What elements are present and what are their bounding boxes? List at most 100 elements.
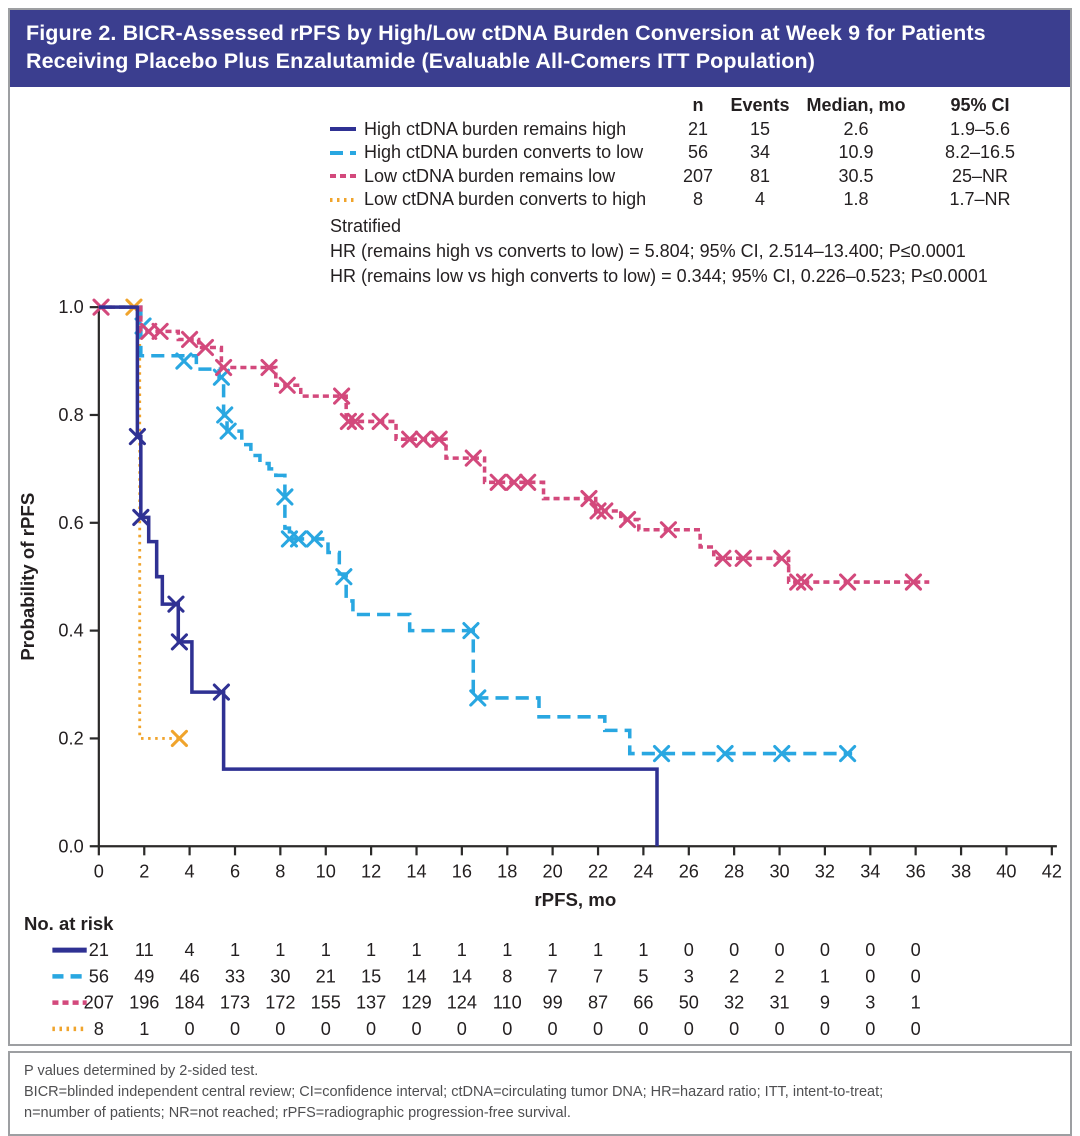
at-risk-count: 32 bbox=[724, 992, 744, 1012]
at-risk-count: 1 bbox=[457, 940, 467, 960]
at-risk-count: 0 bbox=[411, 1019, 421, 1039]
at-risk-count: 0 bbox=[321, 1019, 331, 1039]
line-swatch-converts-to-low bbox=[330, 148, 356, 158]
x-tick-label: 18 bbox=[497, 861, 517, 881]
legend-n: 21 bbox=[687, 118, 709, 139]
at-risk-count: 56 bbox=[89, 966, 109, 986]
stratified-label: Stratified bbox=[330, 216, 402, 237]
legend-header-row: n Events Median, mo 95% CI bbox=[330, 94, 1070, 118]
at-risk-count: 50 bbox=[679, 992, 699, 1012]
legend-median: 10.9 bbox=[838, 142, 874, 162]
at-risk-count: 7 bbox=[548, 966, 558, 986]
at-risk-count: 184 bbox=[174, 992, 204, 1012]
at-risk-count: 0 bbox=[548, 1019, 558, 1039]
y-tick-label: 0.2 bbox=[58, 728, 83, 748]
at-risk-count: 99 bbox=[543, 992, 563, 1012]
at-risk-count: 0 bbox=[820, 1019, 830, 1039]
at-risk-count: 4 bbox=[185, 940, 195, 960]
footnote-box: P values determined by 2-sided test. BIC… bbox=[8, 1050, 1072, 1136]
x-tick-label: 16 bbox=[452, 861, 472, 881]
at-risk-count: 0 bbox=[911, 1019, 921, 1039]
at-risk-count: 11 bbox=[135, 940, 154, 960]
axis-tick-labels: 0.00.20.40.60.81.00 2 4 6 8 10 12 14 16 18 20 22 24 2… bbox=[58, 297, 1062, 881]
at-risk-count: 1 bbox=[911, 992, 921, 1012]
at-risk-count: 30 bbox=[270, 966, 290, 986]
at-risk-count: 0 bbox=[185, 1019, 195, 1039]
y-tick-label: 1.0 bbox=[58, 297, 83, 317]
km-plot-svg: 0.00.20.40.60.81.00 2 4 6 8 10 12 14 16 18 20 22 24 2… bbox=[17, 297, 1062, 910]
at-risk-count: 21 bbox=[316, 966, 336, 986]
at-risk-heading: No. at risk bbox=[24, 912, 114, 934]
line-swatch-remains-low bbox=[330, 171, 356, 181]
at-risk-count: 14 bbox=[452, 966, 472, 986]
at-risk-count: 0 bbox=[457, 1019, 467, 1039]
at-risk-count: 3 bbox=[684, 966, 694, 986]
at-risk-count: 172 bbox=[265, 992, 295, 1012]
legend-row-remains-low: Low ctDNA burden remains low 207 81 30.5… bbox=[330, 164, 1070, 188]
x-tick-label: 6 bbox=[230, 861, 240, 881]
hr-line-2: HR (remains low vs high converts to low)… bbox=[330, 265, 988, 286]
legend-events: 4 bbox=[754, 189, 765, 209]
x-tick-label: 12 bbox=[361, 861, 381, 881]
at-risk-count: 8 bbox=[502, 966, 512, 986]
at-risk-count: 1 bbox=[593, 940, 603, 960]
at-risk-count: 124 bbox=[447, 992, 477, 1012]
at-risk-svg: 21 11 4 1 1 1 1 1 1 1 1 1 1 0 0 0 0 0 056 49 46 33 30 21 15 14 14 8… bbox=[52, 940, 921, 1039]
at-risk-count: 1 bbox=[638, 940, 648, 960]
at-risk-count: 129 bbox=[401, 992, 431, 1012]
at-risk-row-remains-high: 21 11 4 1 1 1 1 1 1 1 1 1 1 0 0 0 0 0 0 bbox=[52, 940, 921, 960]
x-tick-label: 32 bbox=[815, 861, 835, 881]
y-tick-label: 0.6 bbox=[58, 513, 83, 533]
legend-ci: 8.2–16.5 bbox=[944, 142, 1016, 162]
at-risk-count: 66 bbox=[633, 992, 653, 1012]
legend-header-median: Median, mo bbox=[806, 95, 906, 115]
legend-ci: 1.7–NR bbox=[949, 189, 1011, 209]
at-risk-count: 0 bbox=[684, 940, 694, 960]
x-tick-label: 26 bbox=[679, 861, 699, 881]
at-risk-count: 1 bbox=[548, 940, 558, 960]
at-risk-count: 5 bbox=[638, 966, 648, 986]
at-risk-count: 0 bbox=[366, 1019, 376, 1039]
at-risk-count: 1 bbox=[366, 940, 376, 960]
at-risk-count: 1 bbox=[411, 940, 421, 960]
x-tick-label: 30 bbox=[769, 861, 789, 881]
at-risk-count: 87 bbox=[588, 992, 608, 1012]
legend-ci: 1.9–5.6 bbox=[949, 118, 1011, 139]
legend-label: High ctDNA burden remains high bbox=[364, 118, 627, 139]
at-risk-count: 0 bbox=[729, 1019, 739, 1039]
legend-header-ci: 95% CI bbox=[950, 95, 1010, 115]
y-tick-label: 0.0 bbox=[58, 836, 83, 856]
at-risk-count: 0 bbox=[911, 940, 921, 960]
at-risk-count: 1 bbox=[321, 940, 331, 960]
hr-line-1: HR (remains high vs converts to low) = 5… bbox=[330, 241, 966, 262]
at-risk-count: 0 bbox=[638, 1019, 648, 1039]
legend-label: Low ctDNA burden converts to high bbox=[364, 189, 647, 209]
x-tick-label: 28 bbox=[724, 861, 744, 881]
footnote-abbrev-1: BICR=blinded independent central review;… bbox=[24, 1083, 884, 1100]
x-tick-label: 36 bbox=[906, 861, 926, 881]
km-series-converts-to-low bbox=[98, 305, 857, 762]
legend-label: Low ctDNA burden remains low bbox=[364, 165, 616, 186]
at-risk-count: 9 bbox=[820, 992, 830, 1012]
legend-table: n Events Median, mo 95% CI High ctDNA bu… bbox=[330, 94, 1070, 212]
x-tick-label: 38 bbox=[951, 861, 971, 881]
x-tick-label: 0 bbox=[94, 861, 104, 881]
converts-to-high-line-sample bbox=[330, 197, 356, 202]
at-risk-count: 0 bbox=[729, 940, 739, 960]
x-tick-label: 20 bbox=[543, 861, 563, 881]
at-risk-count: 137 bbox=[356, 992, 386, 1012]
x-tick-label: 8 bbox=[275, 861, 285, 881]
footnote-abbrev-2: n=number of patients; NR=not reached; rP… bbox=[24, 1104, 571, 1121]
x-tick-label: 24 bbox=[633, 861, 653, 881]
at-risk-count: 0 bbox=[865, 940, 875, 960]
x-tick-label: 2 bbox=[139, 861, 149, 881]
at-risk-count: 1 bbox=[139, 1019, 149, 1039]
at-risk-row-converts-to-high: 8 1 0 0 0 0 0 0 0 0 0 0 0 0 0 0 0 0 0 bbox=[52, 1019, 921, 1039]
km-series-remains-low bbox=[92, 298, 930, 591]
legend-header-events: Events bbox=[730, 95, 790, 115]
at-risk-count: 46 bbox=[179, 966, 199, 986]
legend-row-converts-to-low: High ctDNA burden converts to low 56 34 … bbox=[330, 141, 1070, 165]
figure-main-box: Figure 2. BICR-Assessed rPFS by High/Low… bbox=[8, 8, 1072, 1046]
figure-title: Figure 2. BICR-Assessed rPFS by High/Low… bbox=[10, 10, 1070, 87]
at-risk-count: 21 bbox=[89, 940, 109, 960]
